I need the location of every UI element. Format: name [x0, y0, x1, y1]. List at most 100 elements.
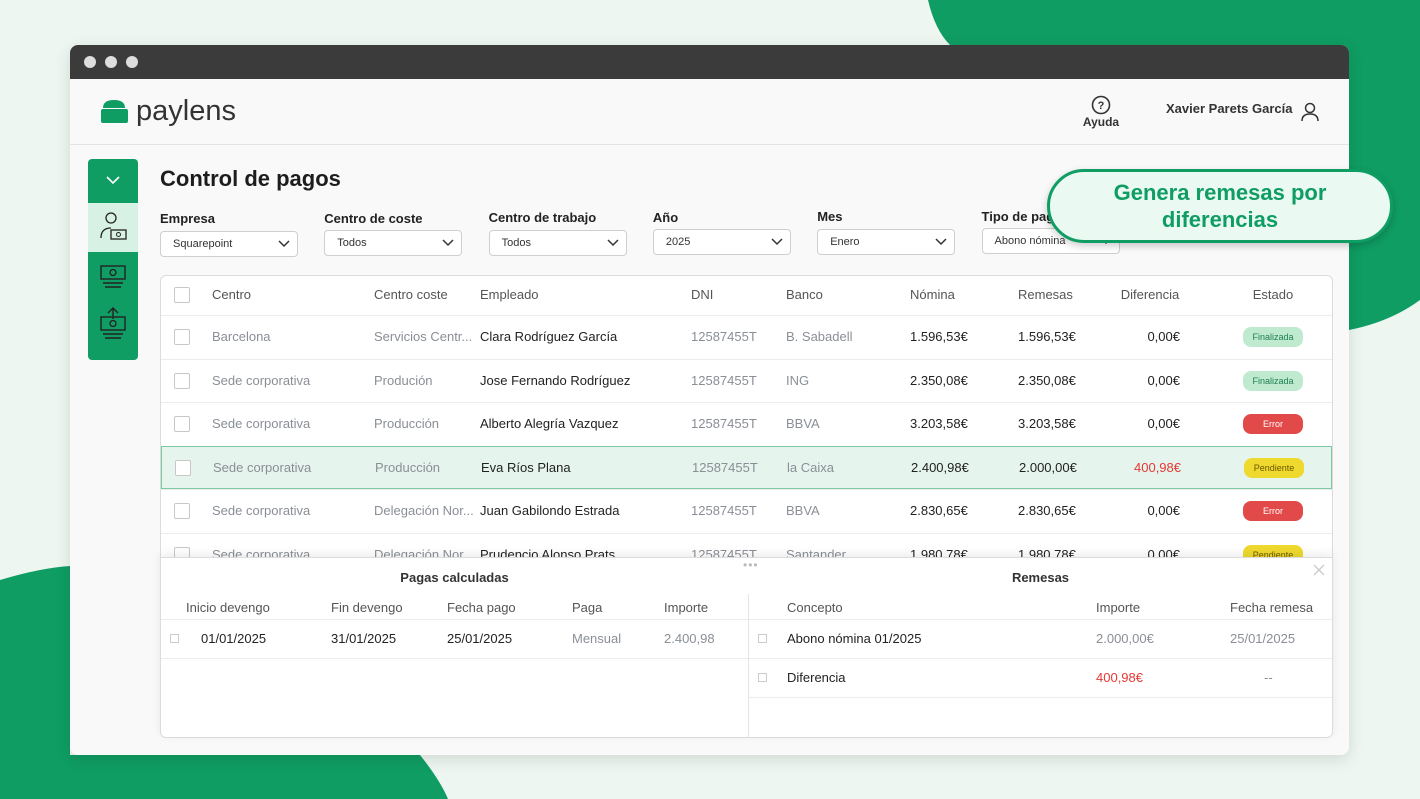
column-header: Fecha remesa	[1230, 600, 1314, 615]
table-cell: Sede corporativa	[212, 503, 311, 518]
table-row[interactable]: Sede corporativa Produción Jose Fernando R…	[161, 358, 1332, 403]
table-cell: Eva Ríos Plana	[481, 459, 571, 475]
filter-value: Todos	[337, 237, 367, 250]
column-header: Concepto	[787, 600, 843, 615]
table-cell: Producción	[375, 459, 441, 475]
column-header: Importe	[1096, 600, 1141, 615]
table-header: Centro Centro coste Empleado DNI Banco Nómina…	[161, 276, 1332, 315]
checkbox[interactable]	[174, 503, 190, 519]
nav-item-active[interactable]	[88, 203, 138, 252]
column-header: Estado	[1252, 287, 1294, 302]
column-header: Centro	[212, 287, 252, 302]
filter-select[interactable]: 2025	[652, 229, 791, 256]
table-cell: 1.596,53€	[910, 329, 968, 344]
table-cell: Jose Fernando Rodríguez	[480, 372, 631, 388]
column-header: Paga	[572, 600, 603, 615]
table-cell: 12587455T	[691, 329, 757, 344]
help-icon[interactable]: ?	[1090, 95, 1112, 117]
filter-select[interactable]: Enero	[817, 228, 956, 255]
checkbox[interactable]	[174, 372, 190, 389]
chevron	[278, 240, 290, 248]
table-cell: Clara Rodríguez García	[480, 329, 618, 344]
sidebar	[88, 159, 138, 360]
table-cell: 12587455T	[691, 372, 757, 388]
table-cell: 2.830,65€	[910, 503, 968, 518]
divider	[748, 594, 749, 737]
filter-label: Empresa	[160, 211, 215, 226]
table-cell: la Caixa	[787, 459, 834, 475]
column-header: DNI	[691, 287, 714, 302]
table-row[interactable]: Barcelona Servicios Centr... Clara Rodrígu…	[161, 315, 1332, 359]
column-header: Fin devengo	[331, 600, 403, 615]
table-cell: Alberto Alegría Vazquez	[480, 416, 619, 431]
table-cell: Delegación Nor...	[374, 503, 474, 518]
filter-select[interactable]: Todos	[488, 229, 627, 256]
table-cell: 12587455T	[692, 459, 758, 475]
page-title: Control de pagos	[160, 166, 341, 191]
table-cell: Producción	[374, 416, 440, 431]
table-row[interactable]: Sede corporativa Producción Eva Ríos Plana…	[161, 445, 1332, 489]
table-cell: 0,00€	[1147, 416, 1180, 431]
nav-item-remittances[interactable]	[100, 307, 126, 341]
title-bar	[70, 45, 1349, 79]
detail-row: 01/01/2025 31/01/2025 25/01/2025 Mensual 2.4…	[161, 620, 1332, 659]
table-cell: BBVA	[786, 503, 820, 518]
detail-cell: 400,98€	[1096, 669, 1143, 685]
table-cell: 12587455T	[691, 503, 757, 518]
panel-title: Remesas	[1011, 570, 1070, 585]
filter-select[interactable]: Todos	[324, 230, 463, 257]
collapse-icon[interactable]	[105, 174, 121, 186]
filter-value: Squarepoint	[173, 238, 233, 250]
chevron	[935, 238, 947, 245]
detail-cell: --	[1264, 669, 1273, 685]
window-dot[interactable]	[126, 56, 138, 68]
column-header: Inicio devengo	[186, 600, 270, 615]
column-header: Importe	[664, 600, 709, 615]
drag-handle[interactable]: •••	[743, 558, 759, 572]
detail-cell: 01/01/2025	[201, 631, 267, 646]
status-badge: Pendiente	[1244, 457, 1304, 478]
filter-value: 2025	[665, 236, 691, 249]
filter-label: Centro de trabajo	[488, 210, 597, 225]
logo-icon	[101, 100, 128, 123]
table-cell: 400,98€	[1134, 459, 1181, 475]
user-icon[interactable]	[1300, 101, 1320, 123]
row-line	[749, 696, 1332, 698]
filter-label: Mes	[817, 209, 843, 224]
table-row[interactable]: Sede corporativa Delegación Nor... Juan Ga…	[161, 489, 1332, 533]
window-dot[interactable]	[84, 56, 96, 68]
checkbox[interactable]	[175, 459, 191, 476]
table-row[interactable]: Sede corporativa Producción Alberto Alegrí…	[161, 402, 1332, 446]
checkbox[interactable]	[174, 287, 190, 303]
status-badge: Error	[1243, 414, 1303, 434]
detail-cell: Mensual	[572, 631, 622, 646]
filter-select[interactable]: Squarepoint	[160, 231, 298, 257]
brand[interactable]: paylens	[136, 95, 236, 127]
chevron	[771, 238, 783, 246]
window-dot[interactable]	[105, 56, 117, 68]
table-cell: 2.400,98€	[911, 459, 969, 475]
table-cell: 12587455T	[691, 416, 757, 431]
checkbox[interactable]	[174, 329, 190, 345]
table-cell: Barcelona	[212, 329, 271, 344]
help-label[interactable]: Ayuda	[1082, 115, 1120, 129]
status-badge: Finalizada	[1243, 327, 1303, 347]
chevron	[607, 239, 619, 246]
panel-title: Pagas calculadas	[400, 570, 509, 585]
row-line	[749, 658, 1332, 659]
user-name[interactable]: Xavier Parets García	[1166, 101, 1293, 116]
table-cell: Juan Gabilondo Estrada	[480, 503, 620, 518]
table-cell: 0,00€	[1147, 372, 1180, 388]
table-cell: B. Sabadell	[786, 329, 853, 344]
checkbox[interactable]	[174, 416, 190, 432]
close-button[interactable]	[1312, 563, 1326, 577]
table-cell: BBVA	[786, 416, 820, 431]
column-header: Nómina	[910, 287, 955, 302]
filter-label: Tipo de pago	[981, 208, 1063, 224]
column-header: Remesas	[1018, 287, 1073, 302]
column-header: Fecha pago	[447, 600, 516, 615]
detail-row: Abono nómina 01/2025 2.000,00€ 25/01/2025	[161, 620, 1332, 659]
nav-item-payments[interactable]	[100, 263, 126, 289]
